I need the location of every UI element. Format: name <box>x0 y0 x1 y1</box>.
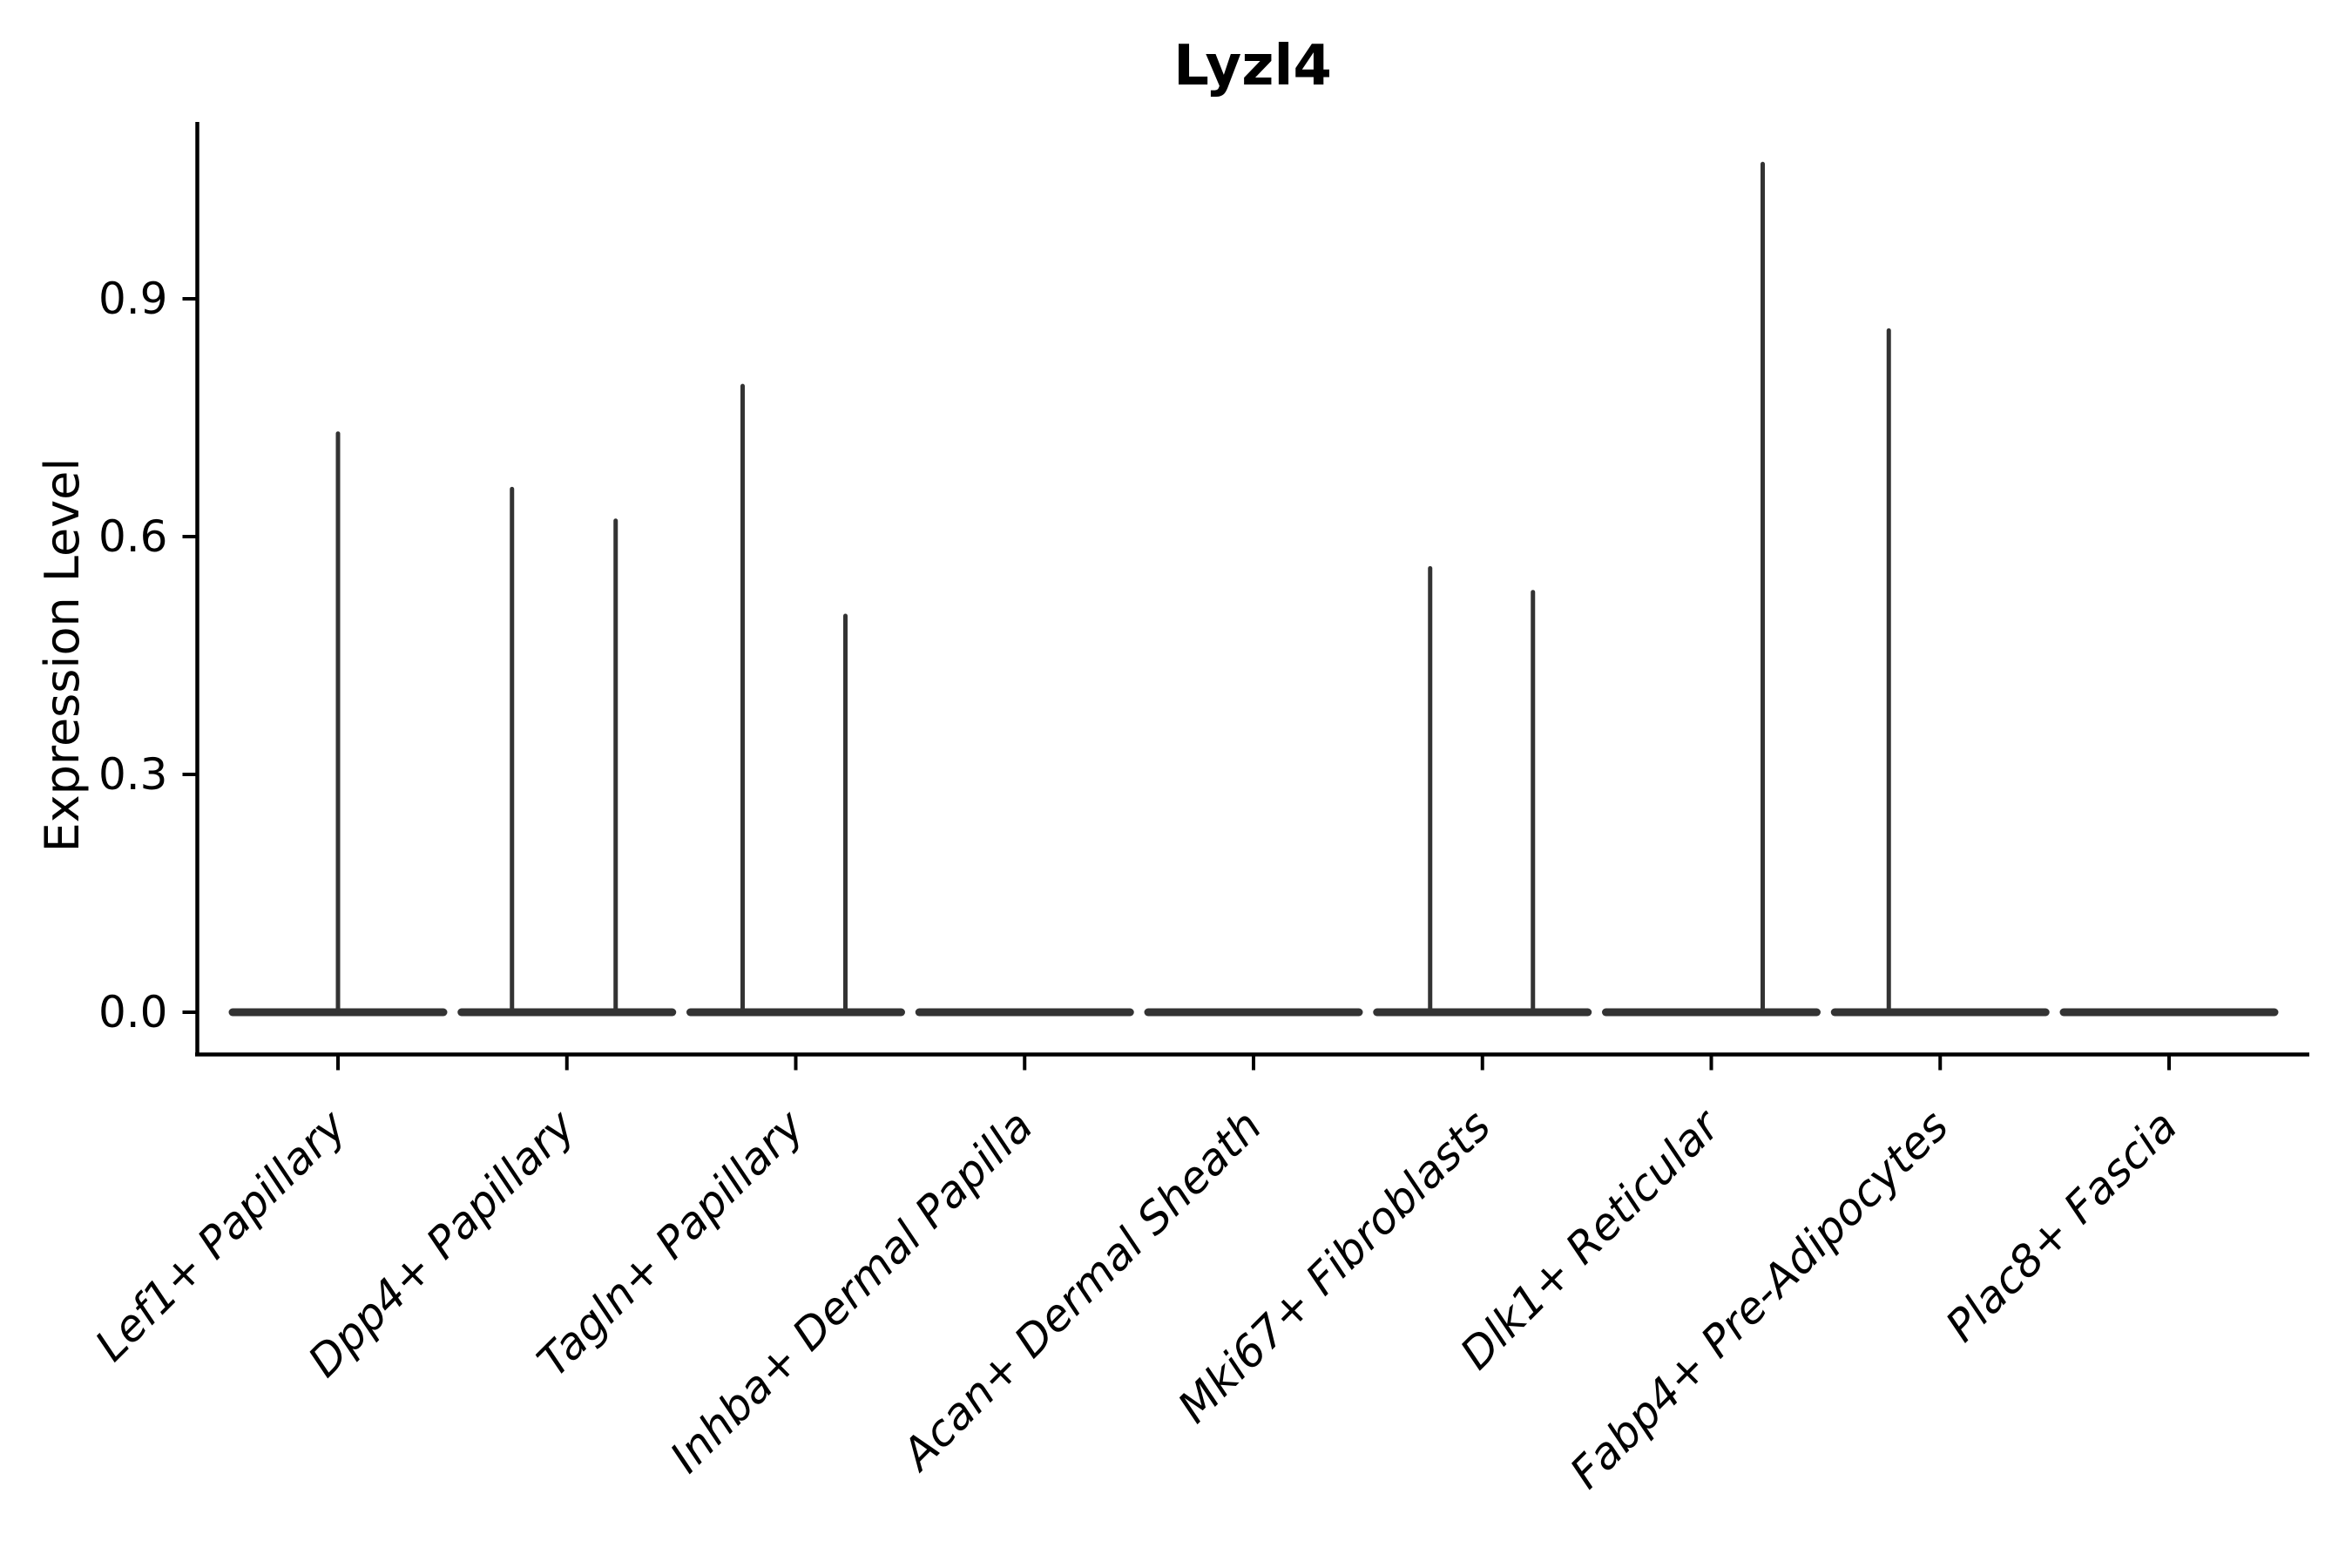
violin <box>1602 161 1821 1017</box>
x-tick-label: Lef1+ Papillary <box>85 1099 356 1370</box>
y-axis-ticks: 0.0 0.3 0.6 0.9 <box>98 274 198 1037</box>
y-tick-label: 0.3 <box>98 749 168 800</box>
y-tick-label: 0.9 <box>98 274 168 324</box>
x-tick-label: Acan+ Dermal Sheath <box>891 1100 1272 1481</box>
violin <box>457 486 677 1017</box>
y-axis-label: Expression Level <box>35 458 90 853</box>
x-tick-label: Fabp4+ Pre-Adipocytes <box>1560 1100 1958 1498</box>
y-tick-label: 0.6 <box>98 511 168 562</box>
violin <box>1373 565 1592 1017</box>
violin <box>1830 328 2050 1017</box>
x-tick-label: Plac8+ Fascia <box>1936 1100 2187 1351</box>
x-tick-label: Inhba+ Dermal Papilla <box>660 1100 1042 1482</box>
violin-series <box>228 161 2279 1017</box>
violin <box>228 431 448 1017</box>
chart-title: Lyzl4 <box>1173 34 1332 98</box>
violin <box>686 383 905 1017</box>
y-tick-label: 0.0 <box>98 987 168 1037</box>
